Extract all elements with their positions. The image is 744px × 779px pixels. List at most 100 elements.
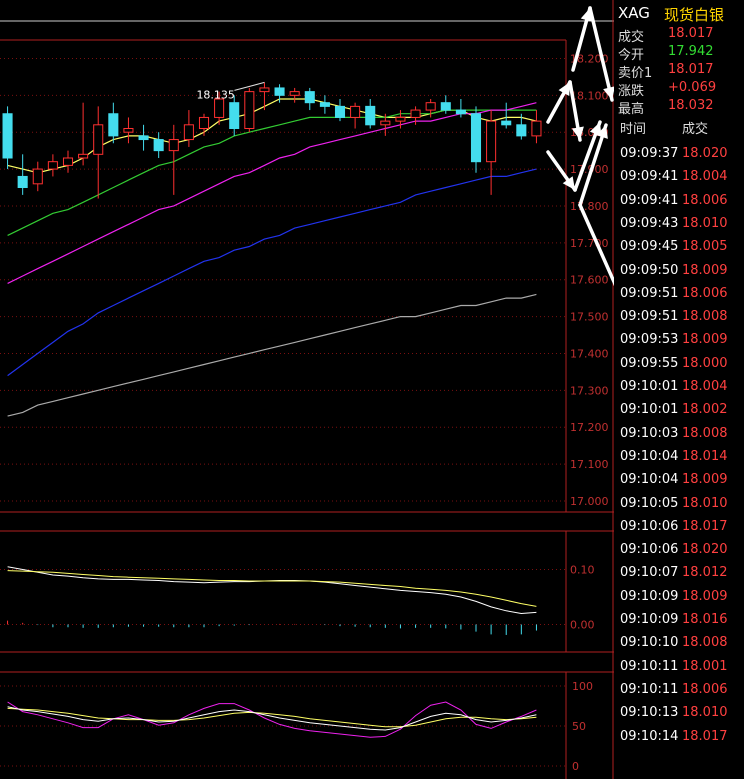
candle-body: [2, 113, 13, 159]
tick-price: 18.006: [682, 285, 728, 301]
price-tick-label: 17.800: [570, 200, 609, 213]
kline-chart[interactable]: 18.135 18.20018.10018.00017.90017.80017.…: [0, 0, 614, 779]
tick-price: 18.009: [682, 332, 728, 348]
macd-tick-label: 0.00: [570, 619, 595, 632]
moving-average-line: [7, 102, 537, 284]
price-tick-label: 17.000: [570, 495, 609, 508]
candle-body: [516, 124, 527, 137]
tick-price: 18.012: [682, 565, 728, 581]
tick-time: 09:09:53: [620, 332, 679, 348]
tick-time: 09:09:41: [620, 192, 679, 208]
price-tick-label: 18.100: [570, 89, 609, 102]
tick-time: 09:09:51: [620, 309, 679, 325]
tick-price: 18.004: [682, 169, 728, 185]
tick-time: 09:10:07: [620, 565, 679, 581]
quote-row: 成交 18.017: [618, 26, 738, 45]
price-tick-label: 17.600: [570, 274, 609, 287]
macd-dif-line: [7, 566, 537, 615]
arrow-head: [596, 125, 608, 139]
tick-time: 09:10:06: [620, 542, 679, 558]
tick-price: 18.006: [682, 192, 728, 208]
kdj-pane: [7, 701, 537, 738]
candle-body: [304, 91, 315, 104]
arrow-head: [589, 122, 602, 136]
quote-row: 卖价1 18.017: [618, 62, 738, 81]
main-price-pane: 18.135: [2, 81, 542, 417]
price-tick-label: 17.300: [570, 384, 609, 397]
candle-body: [410, 109, 421, 118]
arrow-shaft: [578, 123, 608, 207]
quote-label: 成交: [618, 30, 645, 45]
candle-body: [365, 105, 376, 126]
macd-tick-label: 0.10: [570, 564, 595, 577]
tick-time: 09:09:55: [620, 355, 679, 371]
candle-body: [531, 120, 542, 137]
tick-time: 09:09:41: [620, 169, 679, 185]
price-tick-label: 17.100: [570, 458, 609, 471]
candle-body: [440, 102, 451, 111]
tick-time: 09:10:09: [620, 588, 679, 604]
macd-pane: [7, 566, 537, 635]
tick-price: 18.006: [682, 681, 728, 697]
quote-label: 今开: [618, 48, 645, 63]
instrument-name: 现货白银: [664, 6, 725, 24]
candle-body: [289, 91, 300, 96]
candle-body: [486, 120, 497, 163]
candle-body: [138, 135, 149, 141]
candle-body: [168, 139, 179, 152]
candle-body: [123, 128, 134, 133]
price-tick-label: 17.200: [570, 421, 609, 434]
price-tick-label: 17.500: [570, 311, 609, 324]
candle-body: [470, 113, 482, 163]
tick-price: 18.002: [682, 402, 728, 418]
candle-body: [425, 102, 436, 111]
tick-price: 18.020: [682, 542, 728, 558]
tick-price: 18.009: [682, 262, 728, 278]
quote-value: 18.032: [668, 98, 714, 113]
candle-body: [244, 91, 255, 129]
quote-value: +0.069: [668, 80, 717, 95]
instrument-header: XAG 现货白银: [614, 0, 744, 26]
tick-price: 18.005: [682, 239, 728, 255]
tick-time: 09:10:04: [620, 472, 679, 488]
arrow-shaft: [578, 203, 614, 287]
tick-price: 18.008: [682, 425, 728, 441]
tick-price: 18.016: [682, 612, 728, 627]
kdj-tick-label: 50: [572, 720, 586, 733]
tick-price: 18.017: [682, 518, 728, 534]
tick-price: 18.009: [682, 472, 728, 488]
candle-body: [350, 105, 361, 118]
quote-value: 18.017: [668, 62, 714, 77]
tick-time: 09:09:51: [620, 285, 679, 301]
ticks-header-price: 成交: [682, 122, 709, 137]
tick-time: 09:10:11: [620, 658, 679, 674]
price-tick-label: 18.200: [570, 52, 609, 65]
macd-dea-line: [7, 570, 537, 607]
moving-average-line: [7, 168, 537, 377]
kdj-d-line: [7, 707, 537, 728]
quote-row: 今开 17.942: [618, 44, 738, 63]
drawn-arrow-annotations[interactable]: [546, 6, 614, 318]
arrow-head: [562, 176, 575, 190]
tick-price: 18.017: [682, 728, 728, 744]
tick-price: 18.008: [682, 635, 728, 651]
quote-row: 最高 18.032: [618, 98, 738, 117]
price-tick-label: 17.400: [570, 347, 609, 360]
quote-label: 涨跌: [618, 84, 645, 99]
moving-average-line: [7, 293, 537, 417]
candle-body: [259, 87, 270, 93]
kdj-tick-label: 100: [572, 680, 593, 693]
arrow-head: [571, 126, 584, 140]
candle-body: [319, 102, 330, 107]
candle-body: [17, 175, 28, 188]
tick-time: 09:10:09: [620, 612, 679, 627]
candle-body: [229, 102, 240, 129]
tick-time: 09:10:06: [620, 518, 679, 534]
candle-body: [32, 168, 43, 185]
tick-price: 18.020: [682, 146, 728, 161]
high-price-label: 18.135: [196, 88, 235, 101]
candle-body: [93, 124, 104, 155]
tick-time: 09:09:37: [620, 146, 679, 161]
tick-time: 09:10:13: [620, 705, 679, 721]
candle-body: [183, 124, 194, 141]
